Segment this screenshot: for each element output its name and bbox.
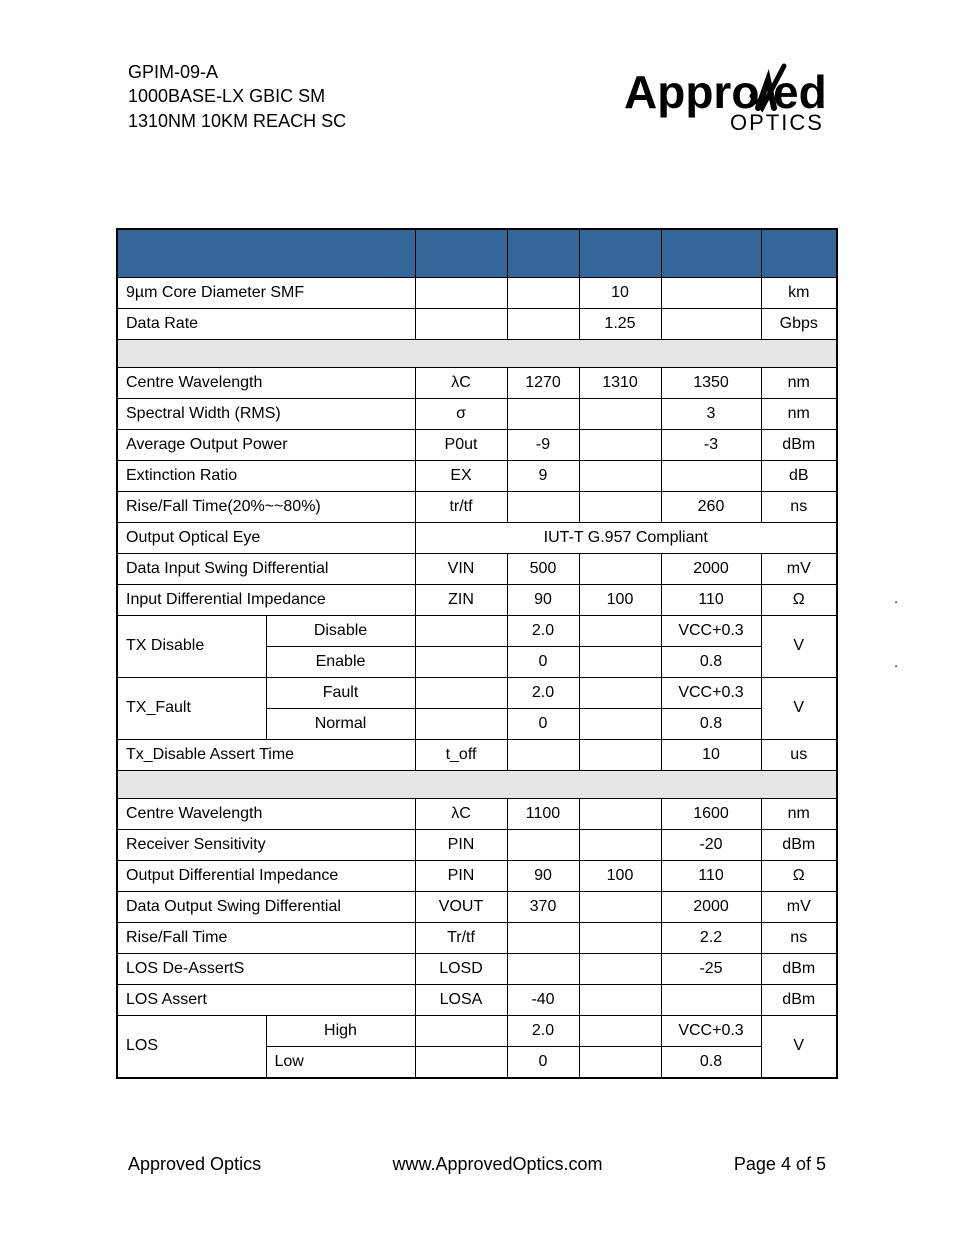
section-separator [117, 339, 837, 367]
stray-mark: . [894, 654, 898, 670]
table-row: 9µm Core Diameter SMF 10 km [117, 277, 837, 308]
table-row: Centre Wavelength λC 1270 1310 1350 nm [117, 367, 837, 398]
spec-table: 9µm Core Diameter SMF 10 km Data Rate 1.… [116, 228, 838, 1079]
footer-page: Page 4 of 5 [734, 1154, 826, 1175]
table-row: Centre Wavelength λC 1100 1600 nm [117, 798, 837, 829]
table-row: Tx_Disable Assert Time t_off 10 us [117, 739, 837, 770]
brand-logo: Appro ed OPTICS [624, 60, 894, 138]
table-row: Input Differential Impedance ZIN 90 100 … [117, 584, 837, 615]
product-title-block: GPIM-09-A 1000BASE-LX GBIC SM 1310NM 10K… [60, 60, 346, 133]
page-header: GPIM-09-A 1000BASE-LX GBIC SM 1310NM 10K… [60, 60, 894, 138]
table-row: LOS Assert LOSA -40 dBm [117, 984, 837, 1015]
table-row: Data Rate 1.25 Gbps [117, 308, 837, 339]
param: 9µm Core Diameter SMF [117, 277, 415, 308]
section-separator [117, 770, 837, 798]
product-desc2: 1310NM 10KM REACH SC [128, 109, 346, 133]
table-row: Output Optical Eye IUT-T G.957 Compliant [117, 522, 837, 553]
page-footer: Approved Optics www.ApprovedOptics.com P… [0, 1154, 954, 1175]
param: Data Rate [117, 308, 415, 339]
product-desc1: 1000BASE-LX GBIC SM [128, 84, 346, 108]
table-row: Rise/Fall Time(20%~~80%) tr/tf 260 ns [117, 491, 837, 522]
table-row: LOS De-AssertS LOSD -25 dBm [117, 953, 837, 984]
table-row: Average Output Power P0ut -9 -3 dBm [117, 429, 837, 460]
table-row: Receiver Sensitivity PIN -20 dBm [117, 829, 837, 860]
table-row: Data Output Swing Differential VOUT 370 … [117, 891, 837, 922]
table-row: Data Input Swing Differential VIN 500 20… [117, 553, 837, 584]
product-code: GPIM-09-A [128, 60, 346, 84]
table-row: Rise/Fall Time Tr/tf 2.2 ns [117, 922, 837, 953]
table-row: TX_Fault Fault 2.0 VCC+0.3 V [117, 677, 837, 708]
footer-company: Approved Optics [128, 1154, 261, 1175]
table-header-row [117, 229, 837, 277]
table-row: Spectral Width (RMS) σ 3 nm [117, 398, 837, 429]
table-row: TX Disable Disable 2.0 VCC+0.3 V [117, 615, 837, 646]
stray-mark: . [894, 590, 898, 606]
svg-text:OPTICS: OPTICS [730, 110, 824, 135]
merged-cell: IUT-T G.957 Compliant [415, 522, 837, 553]
table-row: Extinction Ratio EX 9 dB [117, 460, 837, 491]
footer-url: www.ApprovedOptics.com [392, 1154, 602, 1175]
table-row: LOS High 2.0 VCC+0.3 V [117, 1015, 837, 1046]
table-row: Output Differential Impedance PIN 90 100… [117, 860, 837, 891]
